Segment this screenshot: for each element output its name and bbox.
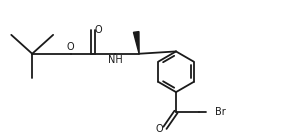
- Polygon shape: [134, 32, 139, 54]
- Text: NH: NH: [108, 55, 123, 65]
- Text: Br: Br: [215, 107, 226, 117]
- Text: O: O: [67, 42, 74, 52]
- Text: O: O: [156, 124, 164, 134]
- Text: O: O: [95, 25, 102, 35]
